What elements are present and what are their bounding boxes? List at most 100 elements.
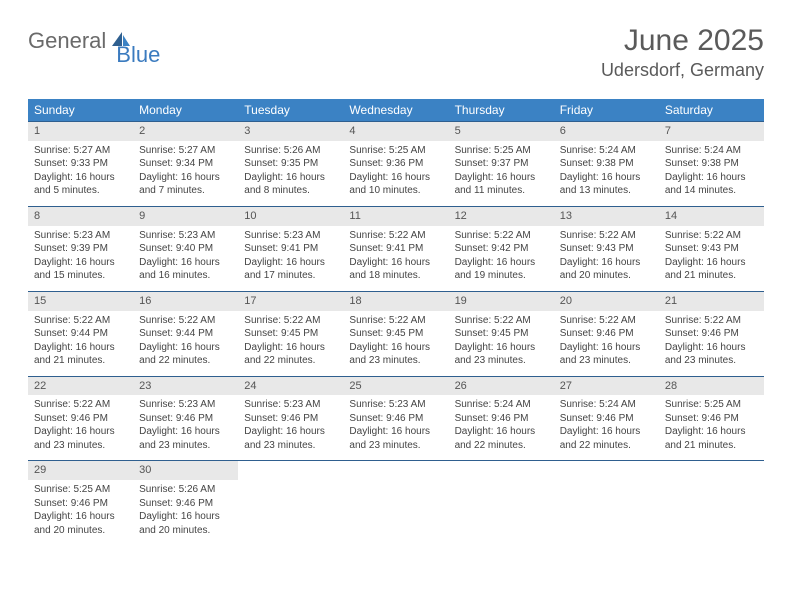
weekday-header: Friday — [554, 99, 659, 122]
sunrise-line: Sunrise: 5:25 AM — [665, 398, 758, 412]
sunrise-line: Sunrise: 5:22 AM — [665, 229, 758, 243]
day-content-cell: Sunrise: 5:25 AMSunset: 9:37 PMDaylight:… — [449, 141, 554, 207]
calendar-body: 1234567Sunrise: 5:27 AMSunset: 9:33 PMDa… — [28, 122, 764, 546]
daylight-line: Daylight: 16 hours and 23 minutes. — [349, 341, 442, 368]
day-content-cell: Sunrise: 5:22 AMSunset: 9:43 PMDaylight:… — [659, 226, 764, 292]
day-number-cell: 9 — [133, 206, 238, 225]
sunset-line: Sunset: 9:41 PM — [349, 242, 442, 256]
day-content-cell: Sunrise: 5:24 AMSunset: 9:46 PMDaylight:… — [449, 395, 554, 461]
daylight-line: Daylight: 16 hours and 22 minutes. — [560, 425, 653, 452]
day-number-cell: 22 — [28, 376, 133, 395]
day-number-cell — [449, 461, 554, 480]
day-content-row: Sunrise: 5:25 AMSunset: 9:46 PMDaylight:… — [28, 480, 764, 545]
header: General Blue June 2025 Udersdorf, German… — [28, 24, 764, 81]
day-content-cell: Sunrise: 5:22 AMSunset: 9:45 PMDaylight:… — [238, 311, 343, 377]
sunset-line: Sunset: 9:44 PM — [34, 327, 127, 341]
sunset-line: Sunset: 9:38 PM — [665, 157, 758, 171]
day-content-cell — [659, 480, 764, 545]
day-content-cell: Sunrise: 5:23 AMSunset: 9:46 PMDaylight:… — [343, 395, 448, 461]
sunrise-line: Sunrise: 5:22 AM — [34, 398, 127, 412]
daylight-line: Daylight: 16 hours and 8 minutes. — [244, 171, 337, 198]
sunrise-line: Sunrise: 5:24 AM — [560, 398, 653, 412]
daylight-line: Daylight: 16 hours and 16 minutes. — [139, 256, 232, 283]
daylight-line: Daylight: 16 hours and 22 minutes. — [244, 341, 337, 368]
day-content-cell: Sunrise: 5:22 AMSunset: 9:46 PMDaylight:… — [554, 311, 659, 377]
day-content-cell: Sunrise: 5:24 AMSunset: 9:46 PMDaylight:… — [554, 395, 659, 461]
daylight-line: Daylight: 16 hours and 23 minutes. — [34, 425, 127, 452]
day-content-cell: Sunrise: 5:25 AMSunset: 9:36 PMDaylight:… — [343, 141, 448, 207]
sunrise-line: Sunrise: 5:23 AM — [139, 398, 232, 412]
daylight-line: Daylight: 16 hours and 14 minutes. — [665, 171, 758, 198]
day-number-cell: 18 — [343, 291, 448, 310]
sunset-line: Sunset: 9:43 PM — [560, 242, 653, 256]
day-content-cell: Sunrise: 5:23 AMSunset: 9:40 PMDaylight:… — [133, 226, 238, 292]
title-block: June 2025 Udersdorf, Germany — [601, 24, 764, 81]
day-content-cell: Sunrise: 5:23 AMSunset: 9:41 PMDaylight:… — [238, 226, 343, 292]
day-content-cell: Sunrise: 5:22 AMSunset: 9:45 PMDaylight:… — [343, 311, 448, 377]
day-number-cell: 23 — [133, 376, 238, 395]
day-number-cell: 28 — [659, 376, 764, 395]
location-label: Udersdorf, Germany — [601, 60, 764, 81]
day-content-row: Sunrise: 5:22 AMSunset: 9:44 PMDaylight:… — [28, 311, 764, 377]
sunrise-line: Sunrise: 5:25 AM — [34, 483, 127, 497]
day-number-cell: 3 — [238, 122, 343, 141]
weekday-header: Saturday — [659, 99, 764, 122]
sunset-line: Sunset: 9:46 PM — [560, 412, 653, 426]
sunrise-line: Sunrise: 5:22 AM — [244, 314, 337, 328]
day-content-cell: Sunrise: 5:22 AMSunset: 9:45 PMDaylight:… — [449, 311, 554, 377]
day-content-cell: Sunrise: 5:23 AMSunset: 9:46 PMDaylight:… — [133, 395, 238, 461]
weekday-header: Monday — [133, 99, 238, 122]
daylight-line: Daylight: 16 hours and 23 minutes. — [244, 425, 337, 452]
brand-text-blue: Blue — [116, 42, 160, 68]
page-title: June 2025 — [601, 24, 764, 58]
day-content-cell: Sunrise: 5:25 AMSunset: 9:46 PMDaylight:… — [659, 395, 764, 461]
sunset-line: Sunset: 9:46 PM — [349, 412, 442, 426]
sunset-line: Sunset: 9:46 PM — [34, 412, 127, 426]
daylight-line: Daylight: 16 hours and 23 minutes. — [455, 341, 548, 368]
daylight-line: Daylight: 16 hours and 19 minutes. — [455, 256, 548, 283]
day-content-cell: Sunrise: 5:22 AMSunset: 9:42 PMDaylight:… — [449, 226, 554, 292]
day-number-cell: 14 — [659, 206, 764, 225]
day-content-cell: Sunrise: 5:23 AMSunset: 9:39 PMDaylight:… — [28, 226, 133, 292]
day-number-cell: 16 — [133, 291, 238, 310]
daylight-line: Daylight: 16 hours and 23 minutes. — [349, 425, 442, 452]
calendar-table: Sunday Monday Tuesday Wednesday Thursday… — [28, 99, 764, 545]
day-number-cell: 5 — [449, 122, 554, 141]
sunrise-line: Sunrise: 5:26 AM — [244, 144, 337, 158]
daylight-line: Daylight: 16 hours and 13 minutes. — [560, 171, 653, 198]
sunrise-line: Sunrise: 5:24 AM — [665, 144, 758, 158]
day-number-row: 891011121314 — [28, 206, 764, 225]
day-content-cell — [238, 480, 343, 545]
sunrise-line: Sunrise: 5:22 AM — [34, 314, 127, 328]
day-content-cell — [449, 480, 554, 545]
day-number-cell: 30 — [133, 461, 238, 480]
day-number-cell: 24 — [238, 376, 343, 395]
day-number-row: 2930 — [28, 461, 764, 480]
daylight-line: Daylight: 16 hours and 20 minutes. — [34, 510, 127, 537]
sunset-line: Sunset: 9:45 PM — [244, 327, 337, 341]
day-number-row: 15161718192021 — [28, 291, 764, 310]
sunset-line: Sunset: 9:46 PM — [139, 412, 232, 426]
sunset-line: Sunset: 9:39 PM — [34, 242, 127, 256]
sunset-line: Sunset: 9:46 PM — [455, 412, 548, 426]
daylight-line: Daylight: 16 hours and 11 minutes. — [455, 171, 548, 198]
day-content-cell — [343, 480, 448, 545]
weekday-header: Tuesday — [238, 99, 343, 122]
day-number-cell: 10 — [238, 206, 343, 225]
day-number-cell: 27 — [554, 376, 659, 395]
weekday-header: Wednesday — [343, 99, 448, 122]
sunset-line: Sunset: 9:33 PM — [34, 157, 127, 171]
daylight-line: Daylight: 16 hours and 18 minutes. — [349, 256, 442, 283]
daylight-line: Daylight: 16 hours and 22 minutes. — [455, 425, 548, 452]
day-content-cell — [554, 480, 659, 545]
day-number-cell: 8 — [28, 206, 133, 225]
daylight-line: Daylight: 16 hours and 7 minutes. — [139, 171, 232, 198]
day-content-cell: Sunrise: 5:24 AMSunset: 9:38 PMDaylight:… — [659, 141, 764, 207]
day-number-cell: 20 — [554, 291, 659, 310]
weekday-header: Thursday — [449, 99, 554, 122]
day-content-cell: Sunrise: 5:26 AMSunset: 9:46 PMDaylight:… — [133, 480, 238, 545]
day-number-cell: 1 — [28, 122, 133, 141]
sunset-line: Sunset: 9:45 PM — [455, 327, 548, 341]
day-content-row: Sunrise: 5:23 AMSunset: 9:39 PMDaylight:… — [28, 226, 764, 292]
sunrise-line: Sunrise: 5:22 AM — [349, 229, 442, 243]
